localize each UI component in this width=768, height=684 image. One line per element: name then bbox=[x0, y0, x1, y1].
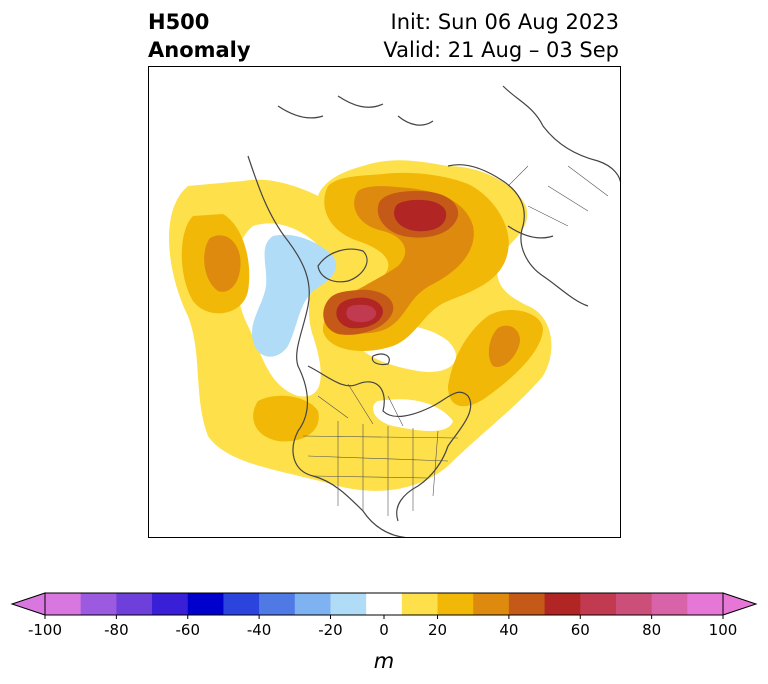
north-america-coast bbox=[247, 155, 472, 538]
eurasia-coast bbox=[447, 85, 621, 307]
anomaly-30m-atlantic bbox=[488, 325, 520, 367]
colorbar-tick-label: -100 bbox=[28, 621, 62, 639]
colorbar-swatch bbox=[651, 593, 688, 615]
colorbar-ticks: -100 -80 -60 -40 -20 0 20 40 60 80 100 bbox=[28, 615, 737, 639]
colorbar-extend-max bbox=[722, 592, 758, 616]
colorbar-swatch bbox=[401, 593, 439, 615]
arctic-islands bbox=[277, 95, 434, 366]
colorbar-unit-label: m bbox=[374, 649, 394, 673]
anomaly-20m-us bbox=[253, 395, 319, 442]
init-date: Init: Sun 06 Aug 2023 bbox=[390, 10, 619, 34]
colorbar-swatch bbox=[544, 593, 581, 615]
colorbar-tick-label: 100 bbox=[709, 621, 738, 639]
near-zero-gap-3 bbox=[373, 399, 453, 431]
us-state-lines bbox=[302, 421, 459, 516]
colorbar-tick-label: 80 bbox=[642, 621, 661, 639]
coastline-layer bbox=[247, 85, 621, 538]
colorbar-swatch bbox=[687, 593, 724, 615]
colorbar-tick-label: 20 bbox=[428, 621, 447, 639]
colorbar-tick-label: -20 bbox=[318, 621, 343, 639]
colorbar-swatch bbox=[223, 593, 260, 615]
title-line-1: H500 bbox=[148, 10, 210, 34]
chart-title: H500 Anomaly bbox=[148, 8, 251, 64]
canada-province-lines bbox=[317, 383, 404, 427]
colorbar-swatch bbox=[366, 593, 403, 615]
forecast-dates: Init: Sun 06 Aug 2023 Valid: 21 Aug – 03… bbox=[383, 8, 619, 64]
anomaly-30m-pacific bbox=[204, 235, 241, 292]
colorbar-extend-min bbox=[10, 592, 46, 616]
colorbar-swatches bbox=[10, 592, 758, 616]
anomaly-fill-layer bbox=[148, 66, 621, 538]
colorbar-tick-label: -60 bbox=[175, 621, 200, 639]
colorbar-swatch bbox=[259, 593, 296, 615]
anomaly-neg-20m-region bbox=[251, 234, 337, 357]
asia-country-lines bbox=[507, 165, 609, 227]
anomaly-60m-greenland bbox=[346, 304, 377, 323]
colorbar: -100 -80 -60 -40 -20 0 20 40 60 80 100 m bbox=[10, 592, 758, 673]
colorbar-tick-label: 40 bbox=[499, 621, 518, 639]
colorbar-swatch bbox=[294, 593, 331, 615]
map-frame bbox=[148, 66, 621, 538]
colorbar-swatch bbox=[473, 593, 510, 615]
border-layer bbox=[302, 165, 609, 516]
colorbar-swatch bbox=[116, 593, 153, 615]
colorbar-swatch bbox=[437, 593, 474, 615]
colorbar-tick-label: -40 bbox=[247, 621, 272, 639]
colorbar-tick-label: 60 bbox=[571, 621, 590, 639]
valid-range: Valid: 21 Aug – 03 Sep bbox=[383, 38, 619, 62]
colorbar-swatch bbox=[152, 593, 189, 615]
anomaly-50m-siberia bbox=[394, 199, 447, 232]
colorbar-swatch bbox=[187, 593, 224, 615]
colorbar-tick-label: 0 bbox=[379, 621, 389, 639]
greenland-coast bbox=[317, 248, 368, 283]
colorbar-swatch bbox=[508, 593, 546, 615]
colorbar-swatch bbox=[615, 593, 653, 615]
anomaly-map bbox=[148, 66, 621, 538]
colorbar-tick-label: -80 bbox=[104, 621, 129, 639]
title-line-2: Anomaly bbox=[148, 38, 251, 62]
colorbar-swatch bbox=[45, 593, 82, 615]
colorbar-swatch bbox=[580, 593, 617, 615]
colorbar-swatch bbox=[330, 593, 367, 615]
colorbar-swatch bbox=[80, 593, 117, 615]
